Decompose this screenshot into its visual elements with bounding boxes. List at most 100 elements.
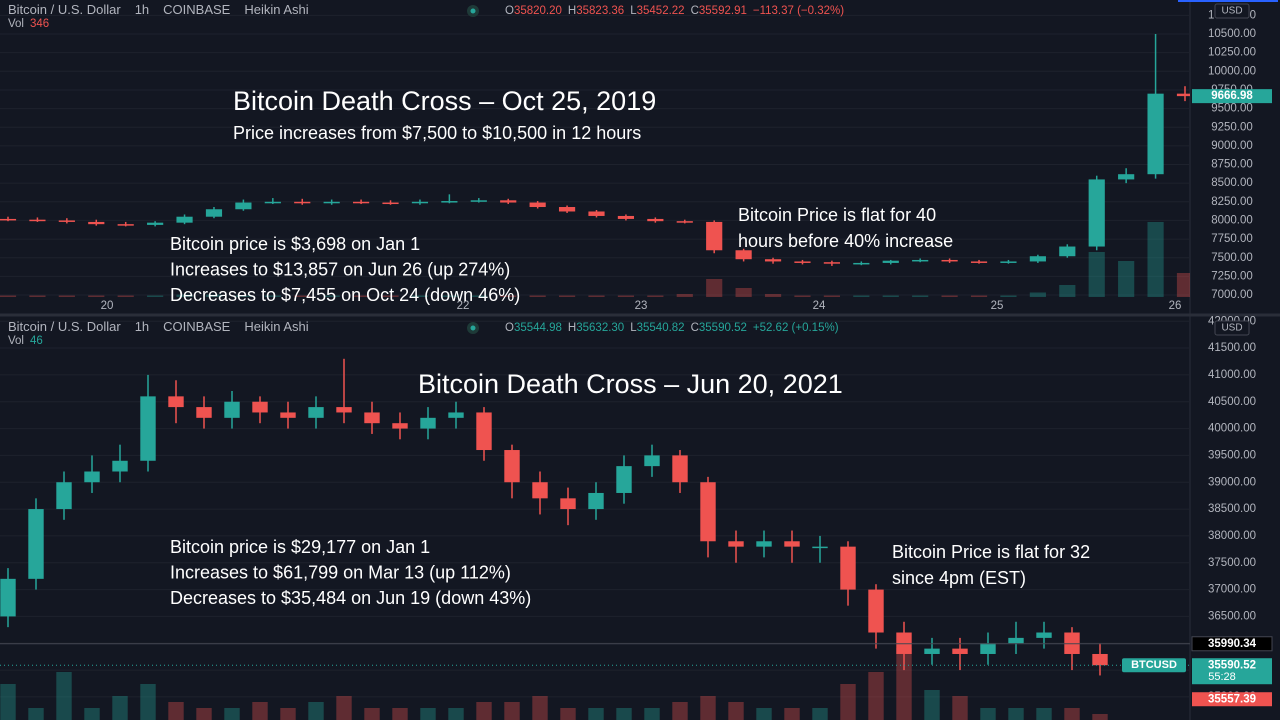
volume-bar xyxy=(84,708,100,720)
candle-body xyxy=(441,201,458,203)
price-tag: 35590.52 xyxy=(1208,659,1256,671)
ohlc-key: O xyxy=(505,322,514,334)
volume-bar xyxy=(784,708,800,720)
candle-body xyxy=(308,407,324,418)
volume-bar xyxy=(336,696,352,720)
volume-bar xyxy=(644,708,660,720)
y-tick-label: 37500.00 xyxy=(1208,557,1256,569)
candle-body xyxy=(1118,174,1135,180)
ohlc-key: C xyxy=(691,322,699,334)
candle-body xyxy=(28,509,44,579)
volume-bar xyxy=(735,288,752,297)
header-symbol: Bitcoin / U.S. Dollar xyxy=(8,319,121,334)
symbol-tag: BTCUSD xyxy=(1131,659,1177,671)
ohlc-values: O35544.98 H35632.30 L35540.82 C35590.52 +52.… xyxy=(505,322,839,334)
candle-body xyxy=(382,202,399,205)
header-style: Heikin Ashi xyxy=(244,2,308,17)
candle-body xyxy=(784,541,800,547)
volume-bar xyxy=(56,672,72,720)
candle-body xyxy=(794,261,811,263)
volume-bar xyxy=(647,295,664,297)
volume-bar xyxy=(441,295,458,297)
price-tag: 9666.98 xyxy=(1211,90,1253,102)
volume-bar xyxy=(364,708,380,720)
change: −113.37 (−0.32%) xyxy=(753,5,844,17)
y-tick-label: 40500.00 xyxy=(1208,396,1256,408)
candle-body xyxy=(970,261,988,263)
volume-bar xyxy=(980,708,996,720)
candle-body xyxy=(504,450,520,483)
volume-bar xyxy=(504,702,520,720)
volume-bar xyxy=(1029,292,1046,297)
candle-body xyxy=(700,482,716,542)
candle-body xyxy=(823,262,840,264)
volume-bar xyxy=(941,295,958,297)
y-tick-label: 8750.00 xyxy=(1211,159,1253,171)
price-tag-bg xyxy=(1192,658,1272,685)
candle-body xyxy=(941,259,958,262)
volume-bar xyxy=(500,295,517,297)
candle-body xyxy=(588,211,605,216)
candle-body xyxy=(117,224,134,226)
candle-body xyxy=(735,250,752,260)
ohlc-value: 35452.22 xyxy=(637,5,685,17)
volume-bar xyxy=(823,295,840,297)
volume-bar xyxy=(1118,261,1135,297)
candle-body xyxy=(912,259,929,262)
candle-body xyxy=(756,541,772,547)
candle-body xyxy=(853,262,870,265)
annotation-note: hours before 40% increase xyxy=(738,231,953,251)
visibility-dot xyxy=(470,325,476,331)
volume-bar xyxy=(1008,708,1024,720)
volume-bar xyxy=(853,295,870,297)
x-tick-label: 22 xyxy=(457,300,470,312)
annotation-note: Bitcoin Price is flat for 32 xyxy=(892,542,1090,562)
candle-body xyxy=(448,412,464,418)
vol-label: Vol xyxy=(8,335,24,347)
currency-bg xyxy=(1214,320,1250,336)
visibility-dot xyxy=(470,8,476,14)
y-tick-label: 7000.00 xyxy=(1211,289,1253,301)
y-tick-label: 7750.00 xyxy=(1211,233,1253,245)
ohlc-value: 35540.82 xyxy=(637,322,685,334)
y-tick-label: 41000.00 xyxy=(1208,369,1256,381)
volume-bar xyxy=(411,295,429,297)
candle-body xyxy=(532,482,548,499)
candle-body xyxy=(323,201,340,204)
annotation-note: Bitcoin price is $29,177 on Jan 1 xyxy=(170,537,430,557)
candle-body xyxy=(500,200,517,203)
plot-area xyxy=(0,320,1190,720)
candle-body xyxy=(1176,93,1190,97)
volume-bar xyxy=(924,690,940,720)
candle-body xyxy=(560,498,576,510)
candle-body xyxy=(88,221,105,225)
vol-value: 346 xyxy=(30,18,49,30)
candle-body xyxy=(29,219,46,222)
volume-bar xyxy=(1036,708,1052,720)
currency-bg xyxy=(1214,3,1250,19)
volume-bar xyxy=(140,684,156,720)
y-tick-label: 8500.00 xyxy=(1211,177,1253,189)
candle-body xyxy=(1147,93,1164,175)
price-tag: 35557.39 xyxy=(1208,693,1256,705)
volume-bar xyxy=(29,295,46,297)
ohlc-values: O35820.20 H35823.36 L35452.22 C35592.91 −113… xyxy=(505,5,844,17)
price-tag: 35990.34 xyxy=(1208,638,1257,650)
volume-bar xyxy=(532,696,548,720)
legend-header: Bitcoin / U.S. Dollar 1h COINBASE Heikin As… xyxy=(8,319,309,334)
annotation-subtitle: Price increases from $7,500 to $10,500 i… xyxy=(233,123,641,143)
volume-bar xyxy=(308,702,324,720)
annotation-title: Bitcoin Death Cross – Jun 20, 2021 xyxy=(418,369,843,399)
candle-body xyxy=(588,492,604,510)
candle-body xyxy=(205,209,223,217)
candle-body xyxy=(1008,637,1024,644)
candle-body xyxy=(168,396,184,408)
volume-bar xyxy=(205,294,223,297)
annotation-note: Bitcoin Price is flat for 40 xyxy=(738,205,936,225)
header-symbol: Bitcoin / U.S. Dollar xyxy=(8,2,121,17)
candle-body xyxy=(924,648,940,654)
volume-bar xyxy=(1092,714,1108,720)
candle-body xyxy=(1092,653,1108,666)
